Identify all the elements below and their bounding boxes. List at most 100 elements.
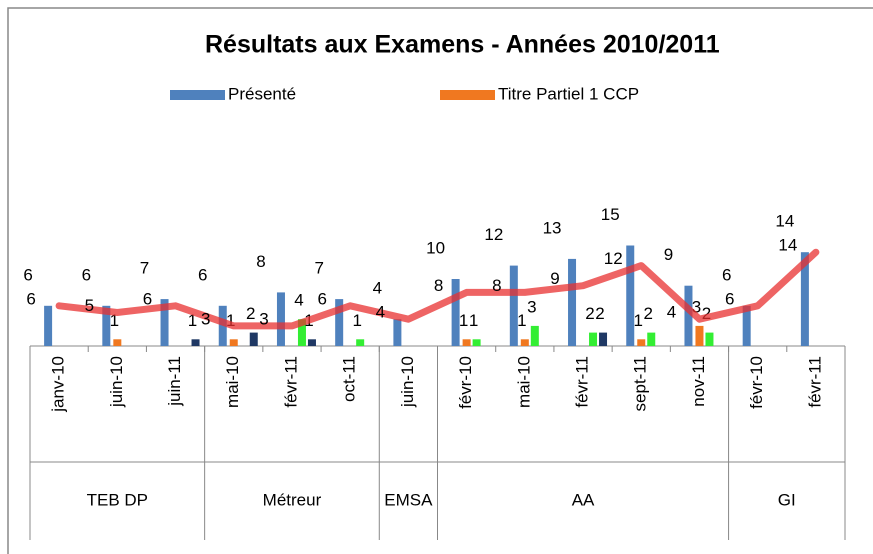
bar <box>276 292 285 346</box>
bar <box>335 299 344 346</box>
data-label: 1 <box>469 311 478 330</box>
bar <box>113 339 122 346</box>
bar <box>249 332 258 346</box>
x-tick-label: nov-11 <box>689 356 708 407</box>
group-label: Métreur <box>263 490 322 509</box>
bar <box>307 339 316 346</box>
x-tick-label: févr-11 <box>573 356 592 408</box>
line-data-label: 3 <box>201 309 210 328</box>
data-label: 12 <box>484 225 503 244</box>
data-label: 6 <box>23 265 32 284</box>
line-data-label: 8 <box>434 276 443 295</box>
data-label: 1 <box>226 311 235 330</box>
data-label: 2 <box>246 304 255 323</box>
bar <box>191 339 200 346</box>
bar <box>160 299 169 346</box>
data-label: 14 <box>775 212 794 231</box>
data-label: 6 <box>82 265 91 284</box>
line-data-label: 8 <box>492 276 501 295</box>
x-tick-label: mai-10 <box>223 356 242 408</box>
bar <box>509 265 518 346</box>
line-data-label: 5 <box>85 296 94 315</box>
x-tick-label: juin-10 <box>398 356 417 408</box>
bar <box>44 305 53 346</box>
bar <box>102 305 111 346</box>
bar <box>568 258 577 346</box>
bar <box>297 319 306 346</box>
x-tick-label: mai-10 <box>514 356 533 408</box>
line-data-label: 6 <box>26 289 35 308</box>
bar <box>742 305 751 346</box>
bar <box>451 279 460 346</box>
data-label: 2 <box>595 304 604 323</box>
bar <box>530 325 539 346</box>
x-tick-label: sept-11 <box>631 356 650 411</box>
bar <box>626 245 635 346</box>
x-tick-label: févr-11 <box>805 356 824 408</box>
line-data-label: 6 <box>143 289 152 308</box>
x-tick-label: oct-11 <box>340 356 359 402</box>
bar <box>599 332 608 346</box>
bar <box>393 319 402 346</box>
data-label: 1 <box>634 311 643 330</box>
x-tick-label: févr-10 <box>456 356 475 409</box>
data-label: 1 <box>459 311 468 330</box>
data-label: 4 <box>373 279 382 298</box>
bar <box>462 339 471 346</box>
x-tick-label: juin-10 <box>107 356 126 408</box>
line-data-label: 3 <box>259 309 268 328</box>
data-label: 1 <box>110 311 119 330</box>
data-label: 10 <box>426 238 445 257</box>
line-data-label: 12 <box>604 249 623 268</box>
x-tick-label: févr-11 <box>281 356 300 408</box>
data-label: 2 <box>585 304 594 323</box>
data-label: 15 <box>601 205 620 224</box>
data-label: 7 <box>140 259 149 278</box>
bar <box>705 332 714 346</box>
line-data-label: 9 <box>550 269 559 288</box>
bar <box>229 339 238 346</box>
line-data-label: 4 <box>376 303 385 322</box>
data-label: 3 <box>692 297 701 316</box>
legend-swatch <box>170 90 225 100</box>
data-label: 8 <box>256 252 265 271</box>
bar <box>684 285 693 346</box>
bar <box>647 332 656 346</box>
x-tick-label: janv-10 <box>49 356 68 413</box>
bar <box>520 339 529 346</box>
bar <box>218 305 227 346</box>
legend-label: Présenté <box>228 84 296 103</box>
data-label: 1 <box>188 311 197 330</box>
data-label: 1 <box>517 311 526 330</box>
bar <box>695 325 704 346</box>
bar <box>356 339 365 346</box>
data-label: 6 <box>722 265 731 284</box>
data-label: 3 <box>527 297 536 316</box>
data-label: 1 <box>352 311 361 330</box>
line-data-label: 4 <box>667 303 676 322</box>
bar <box>637 339 646 346</box>
data-label: 13 <box>543 218 562 237</box>
data-label: 2 <box>702 304 711 323</box>
line-data-label: 6 <box>725 289 734 308</box>
legend-swatch <box>440 90 495 100</box>
group-label: TEB DP <box>87 490 148 509</box>
line-data-label: 6 <box>317 289 326 308</box>
data-label: 9 <box>664 245 673 264</box>
group-label: GI <box>778 490 796 509</box>
legend-label: Titre Partiel 1 CCP <box>498 84 639 103</box>
bar <box>800 252 809 346</box>
bar <box>472 339 481 346</box>
data-label: 7 <box>314 259 323 278</box>
data-label: 2 <box>644 304 653 323</box>
chart-title: Résultats aux Examens - Années 2010/2011 <box>205 31 720 59</box>
group-label: AA <box>572 490 595 509</box>
line <box>55 248 820 330</box>
data-label: 6 <box>198 265 207 284</box>
data-label: 4 <box>294 291 303 310</box>
bar <box>589 332 598 346</box>
group-label: EMSA <box>384 490 433 509</box>
line-data-label: 14 <box>778 236 797 255</box>
x-tick-label: juin-11 <box>165 356 184 407</box>
